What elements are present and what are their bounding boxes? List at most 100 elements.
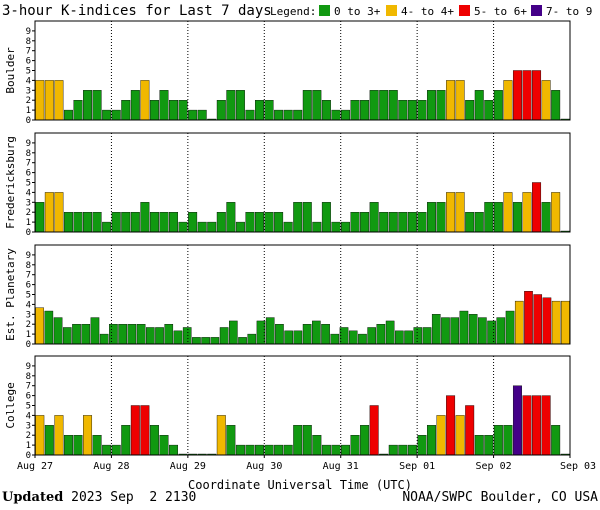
k-bar (514, 300, 524, 345)
k-bar (446, 192, 456, 233)
k-bar (35, 202, 45, 233)
y-tick-label: 1 (26, 106, 31, 116)
k-bar (140, 202, 150, 233)
k-bar (436, 90, 446, 121)
panels: 0123456789Boulder0123456789Fredericksbur… (4, 20, 571, 461)
y-tick-label: 8 (26, 372, 31, 382)
k-bar (331, 221, 341, 233)
k-bar (265, 317, 275, 345)
k-bar (92, 211, 102, 233)
y-tick-label: 6 (26, 281, 31, 291)
k-bar (446, 395, 456, 456)
k-bar (118, 324, 127, 345)
y-tick-label: 8 (26, 149, 31, 159)
k-bar (407, 99, 417, 121)
y-tick-label: 3 (26, 198, 31, 208)
k-bar (321, 324, 330, 345)
k-bar (512, 202, 522, 233)
k-bar (121, 99, 131, 121)
k-bar (210, 337, 220, 345)
k-bar (413, 327, 423, 345)
y-tick-label: 5 (26, 291, 31, 301)
series-label: Est. Planetary (4, 248, 17, 341)
k-bar (312, 90, 322, 121)
k-bar (83, 90, 93, 121)
k-bar (350, 211, 360, 233)
k-bar (111, 211, 121, 233)
k-bar (455, 415, 465, 456)
y-tick-label: 5 (26, 67, 31, 77)
k-bar (255, 444, 264, 456)
k-bar (197, 109, 207, 121)
y-tick-label: 1 (26, 330, 31, 340)
k-bar (484, 202, 494, 233)
k-bar (149, 99, 159, 121)
k-bar (426, 202, 436, 233)
k-bar (130, 211, 140, 233)
k-bar (111, 444, 121, 456)
k-bar (54, 192, 64, 233)
k-bar (99, 333, 109, 345)
x-tick-label: Sep 03 (560, 461, 596, 472)
y-tick-label: 2 (26, 96, 31, 106)
k-bar (551, 192, 561, 233)
k-bar (455, 192, 465, 233)
k-bar (81, 324, 91, 345)
k-bar (35, 307, 44, 345)
k-bar (436, 415, 446, 456)
k-bar (341, 444, 350, 456)
k-bar (360, 425, 370, 456)
k-bar (551, 300, 561, 345)
k-bar (532, 70, 542, 121)
k-bar (284, 330, 293, 345)
k-bar (341, 221, 350, 233)
k-bar (478, 317, 487, 345)
k-bar (493, 90, 503, 121)
k-bar (376, 324, 386, 345)
k-bar (398, 211, 408, 233)
k-bar (35, 415, 45, 456)
k-bar (169, 444, 179, 456)
k-bar (149, 425, 159, 456)
k-bar (201, 337, 210, 345)
k-bar (369, 202, 379, 233)
y-tick-label: 8 (26, 37, 31, 47)
k-bar (219, 327, 229, 345)
legend-label: Legend: (270, 5, 316, 18)
k-bar (533, 294, 543, 345)
k-bar (255, 211, 264, 233)
k-bar (109, 324, 118, 345)
y-tick-label: 6 (26, 169, 31, 179)
k-bar (532, 182, 542, 233)
k-bar (455, 80, 465, 121)
legend-swatch-quiet (319, 5, 330, 16)
k-bar (450, 317, 460, 345)
k-bar (358, 333, 367, 345)
x-tick-label: Sep 02 (476, 461, 512, 472)
k-bar (561, 300, 570, 345)
k-bar (493, 425, 503, 456)
k-bar (283, 109, 293, 121)
k-bar (524, 291, 533, 345)
k-bar (235, 221, 245, 233)
k-bar (235, 90, 245, 121)
k-bar (159, 90, 169, 121)
k-bar (90, 317, 100, 345)
k-bar (245, 211, 255, 233)
k-bar (169, 211, 179, 233)
k-bar (503, 425, 513, 456)
k-bar (121, 425, 131, 456)
k-bar (551, 425, 561, 456)
k-bar (63, 211, 73, 233)
k-bar (404, 330, 413, 345)
k-bar (44, 425, 54, 456)
legend-swatch-unsettled (386, 5, 397, 16)
k-bar (145, 327, 155, 345)
k-bar (484, 99, 494, 121)
k-bar (465, 211, 475, 233)
k-bar (140, 405, 150, 456)
k-bar (348, 330, 358, 345)
